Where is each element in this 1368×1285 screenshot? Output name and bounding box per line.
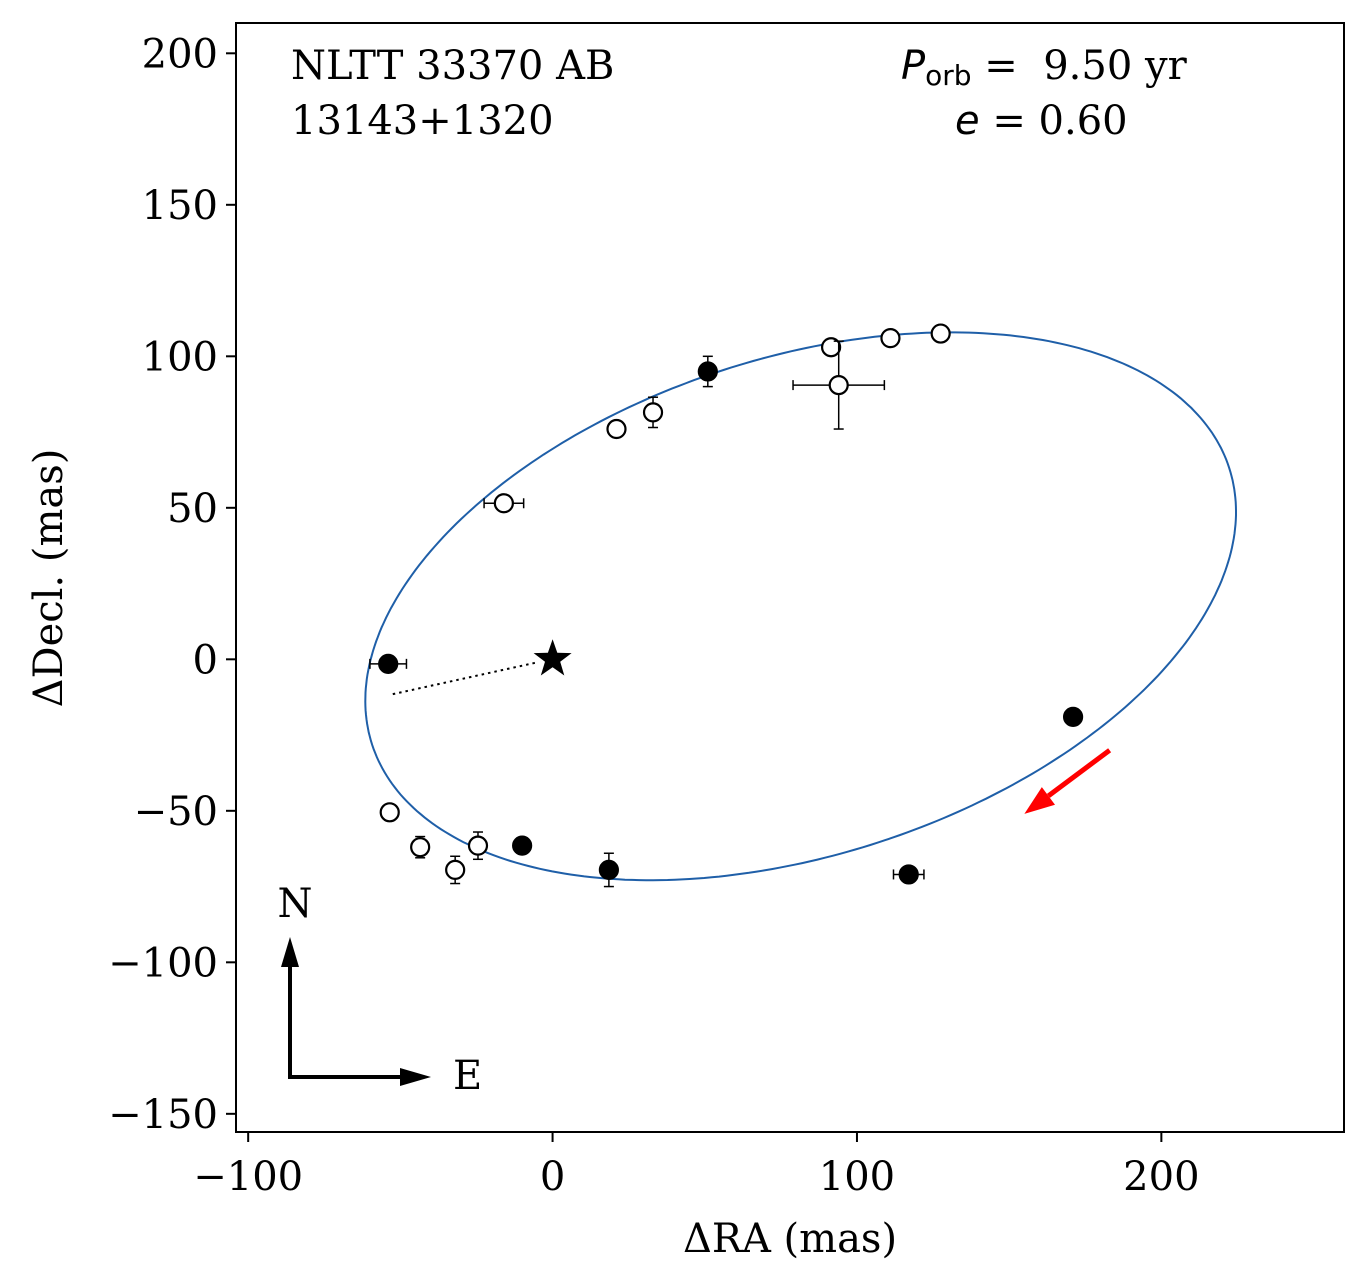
- period-label: Porb = 9.50 yr: [901, 43, 1188, 92]
- data-point-filled: [598, 852, 619, 888]
- open-marker: [493, 493, 514, 514]
- y-tick-label: 150: [142, 183, 218, 229]
- open-marker: [880, 328, 901, 349]
- filled-marker: [512, 835, 533, 856]
- period-subscript: orb: [925, 59, 971, 92]
- x-tick-label: −100: [193, 1154, 303, 1200]
- x-tick-label: 100: [819, 1154, 895, 1200]
- compass: N E: [278, 881, 483, 1099]
- orbit-direction-arrow: [1024, 748, 1112, 814]
- y-tick-label: −100: [108, 940, 218, 986]
- star-name: NLTT 33370 AB: [291, 43, 614, 89]
- data-point-open: [880, 328, 901, 349]
- ecc-value: = 0.60: [980, 98, 1128, 144]
- open-marker: [379, 802, 400, 823]
- orbit-ellipse: [364, 331, 1237, 882]
- y-tick-label: 0: [193, 637, 218, 683]
- period-symbol: P: [901, 43, 926, 89]
- data-point-open: [467, 831, 489, 861]
- compass-north-label: N: [278, 881, 313, 927]
- y-tick-label: 100: [142, 334, 218, 380]
- y-tick-label: 200: [142, 31, 218, 77]
- arrow-head: [1024, 787, 1056, 814]
- node-line: [392, 661, 538, 696]
- data-point-open: [445, 855, 466, 885]
- star-designation: 13143+1320: [291, 98, 554, 144]
- y-tick-label: −150: [108, 1092, 218, 1138]
- compass-north-arrowhead: [281, 937, 299, 967]
- filled-marker: [598, 859, 619, 881]
- open-marker: [820, 337, 842, 358]
- data-point-filled: [512, 835, 533, 856]
- open-marker: [410, 837, 431, 858]
- data-point-filled: [369, 653, 408, 674]
- data-point-open: [410, 835, 431, 859]
- open-marker: [642, 402, 664, 423]
- data-point-open: [483, 493, 525, 514]
- eccentricity-label: e = 0.60: [955, 98, 1128, 144]
- compass-east-arrowhead: [400, 1068, 431, 1086]
- plot-area: [364, 323, 1237, 888]
- axes-frame: [235, 22, 1345, 1133]
- data-points: [369, 323, 1084, 888]
- data-point-filled: [892, 864, 925, 885]
- open-marker: [606, 418, 627, 440]
- filled-marker: [1062, 706, 1084, 727]
- primary-star-marker: [533, 639, 572, 676]
- axis-ticks: −100 0 100 200 −150 −100 −50 0 50 100 150 200: [108, 31, 1199, 1200]
- open-marker: [930, 323, 951, 344]
- filled-marker: [697, 361, 718, 382]
- arrow-shaft: [1046, 748, 1112, 798]
- data-point-open: [820, 337, 842, 358]
- data-point-open: [642, 396, 664, 429]
- y-tick-label: 50: [167, 486, 218, 532]
- data-point-open: [792, 340, 886, 430]
- open-marker: [828, 374, 849, 396]
- x-axis-label: ΔRA (mas): [683, 1216, 897, 1262]
- data-point-filled: [1062, 706, 1084, 727]
- y-axis-label: ΔDecl. (mas): [26, 449, 72, 708]
- y-tick-label: −50: [134, 789, 218, 835]
- x-tick-label: 200: [1123, 1154, 1199, 1200]
- compass-east-label: E: [453, 1053, 482, 1099]
- period-value: = 9.50 yr: [972, 43, 1188, 89]
- x-tick-label: 0: [540, 1154, 565, 1200]
- filled-marker: [378, 653, 399, 674]
- data-point-open: [606, 418, 627, 440]
- data-point-open: [930, 323, 951, 344]
- ecc-symbol: e: [955, 98, 980, 144]
- data-point-filled: [697, 355, 718, 388]
- filled-marker: [898, 864, 919, 885]
- open-marker: [467, 835, 489, 856]
- open-marker: [445, 859, 466, 881]
- data-point-open: [379, 802, 400, 823]
